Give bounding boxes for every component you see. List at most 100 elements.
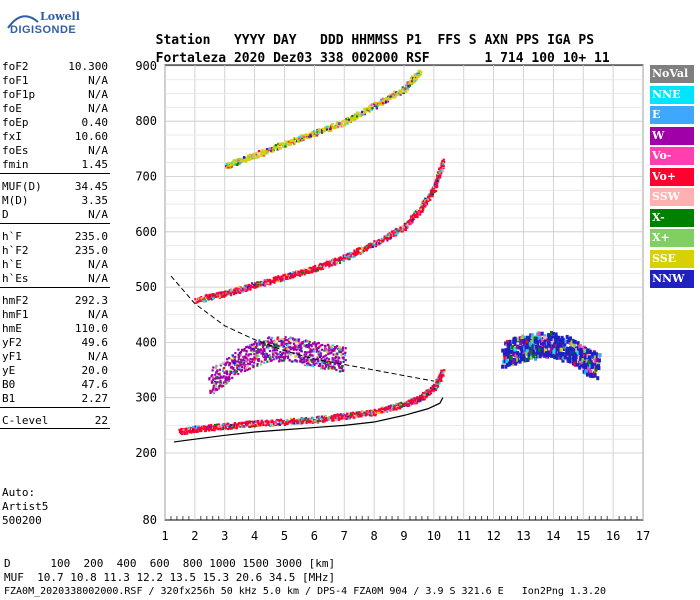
trace-point <box>329 415 332 418</box>
trace-point <box>327 366 330 369</box>
trace-point <box>375 107 379 110</box>
trace-point <box>319 352 323 355</box>
trace-point <box>252 364 255 367</box>
trace-point <box>297 140 301 144</box>
header-label-axn: AXN <box>484 33 508 48</box>
trace-point <box>341 365 344 368</box>
trace-point <box>376 103 379 107</box>
trace-point <box>339 256 342 259</box>
trace-point <box>353 412 356 415</box>
trace-point <box>393 406 396 409</box>
trace-point <box>230 358 233 361</box>
trace-point <box>330 367 334 370</box>
trace-point <box>204 299 208 303</box>
trace-point <box>213 429 216 432</box>
trace-point <box>316 419 320 423</box>
trace-point <box>440 170 443 173</box>
trace-point <box>180 430 183 433</box>
trace-point <box>230 371 233 375</box>
trace-point <box>539 339 543 344</box>
trace-point <box>325 126 328 130</box>
trace-point <box>318 416 321 419</box>
trace-point <box>307 270 310 273</box>
trace-point <box>232 293 236 296</box>
trace-point <box>361 110 364 114</box>
trace-point <box>219 379 222 382</box>
trace-point <box>263 342 266 345</box>
trace-point <box>401 225 404 228</box>
trace-point <box>356 116 359 119</box>
trace-point <box>260 150 263 153</box>
trace-point <box>550 346 554 351</box>
x-tick-label: 8 <box>371 529 378 543</box>
trace-point <box>295 140 299 143</box>
trace-point <box>371 107 374 110</box>
trace-point <box>323 355 326 358</box>
header-labels: Station YYYY DAY DDD HHMMSS P1 FFS S AXN… <box>140 18 594 48</box>
trace-point <box>328 352 331 355</box>
param-key: yF1 <box>2 350 22 363</box>
trace-point <box>217 425 220 428</box>
trace-point <box>354 415 357 418</box>
trace-point <box>392 404 395 407</box>
trace-point <box>373 103 376 106</box>
trace-point <box>353 118 357 121</box>
trace-point <box>350 119 353 122</box>
trace-point <box>426 393 429 396</box>
trace-point <box>565 348 569 353</box>
legend-item-sse: SSE <box>650 249 694 268</box>
trace-point <box>280 277 283 280</box>
trace-point <box>331 415 334 418</box>
trace-point <box>286 347 289 350</box>
trace-point <box>508 348 512 353</box>
trace-point <box>268 357 271 360</box>
trace-point <box>586 351 590 356</box>
trace-point <box>209 391 212 395</box>
trace-point <box>578 344 582 349</box>
trace-point <box>323 419 326 422</box>
trace-point <box>242 160 246 163</box>
trace-point <box>334 414 337 417</box>
trace-point <box>233 421 237 425</box>
trace-point <box>334 353 337 356</box>
param-value: 10.300 <box>68 60 108 73</box>
trace-point <box>281 275 284 278</box>
trace-point <box>341 257 344 261</box>
trace-point <box>305 362 309 366</box>
trace-point <box>246 288 249 291</box>
trace-point <box>389 404 392 407</box>
trace-point <box>327 263 330 266</box>
trace-point <box>504 352 508 357</box>
trace-point <box>276 148 279 151</box>
trace-point <box>237 372 240 376</box>
trace-point <box>434 181 437 184</box>
trace-point <box>253 349 256 352</box>
trace-point <box>245 420 248 423</box>
trace-point <box>333 261 336 264</box>
trace-point <box>277 345 280 348</box>
trace-point <box>318 128 321 131</box>
trace-point <box>314 359 317 362</box>
trace-point <box>294 355 297 358</box>
footer-file-info: FZA0M_2020338002000.RSF / 320fx256h 50 k… <box>4 586 607 597</box>
trace-point <box>355 253 358 256</box>
trace-point <box>249 357 252 361</box>
trace-point <box>219 428 222 431</box>
trace-point <box>540 331 544 336</box>
trace-point <box>347 417 350 420</box>
trace-point <box>301 135 304 138</box>
trace-point <box>224 425 227 429</box>
trace-point <box>229 292 233 295</box>
param-row-hmf1: hmF1 N/A <box>2 308 108 322</box>
trace-point <box>334 257 337 260</box>
trace-point <box>422 391 425 395</box>
trace-point <box>324 344 327 348</box>
trace-point <box>324 414 328 418</box>
trace-point <box>414 213 417 216</box>
legend-item-vo-: Vo- <box>650 147 694 165</box>
trace-point <box>554 339 558 344</box>
trace-point <box>194 427 198 430</box>
trace-point <box>307 268 310 271</box>
trace-point <box>346 122 349 125</box>
trace-point <box>243 349 246 352</box>
